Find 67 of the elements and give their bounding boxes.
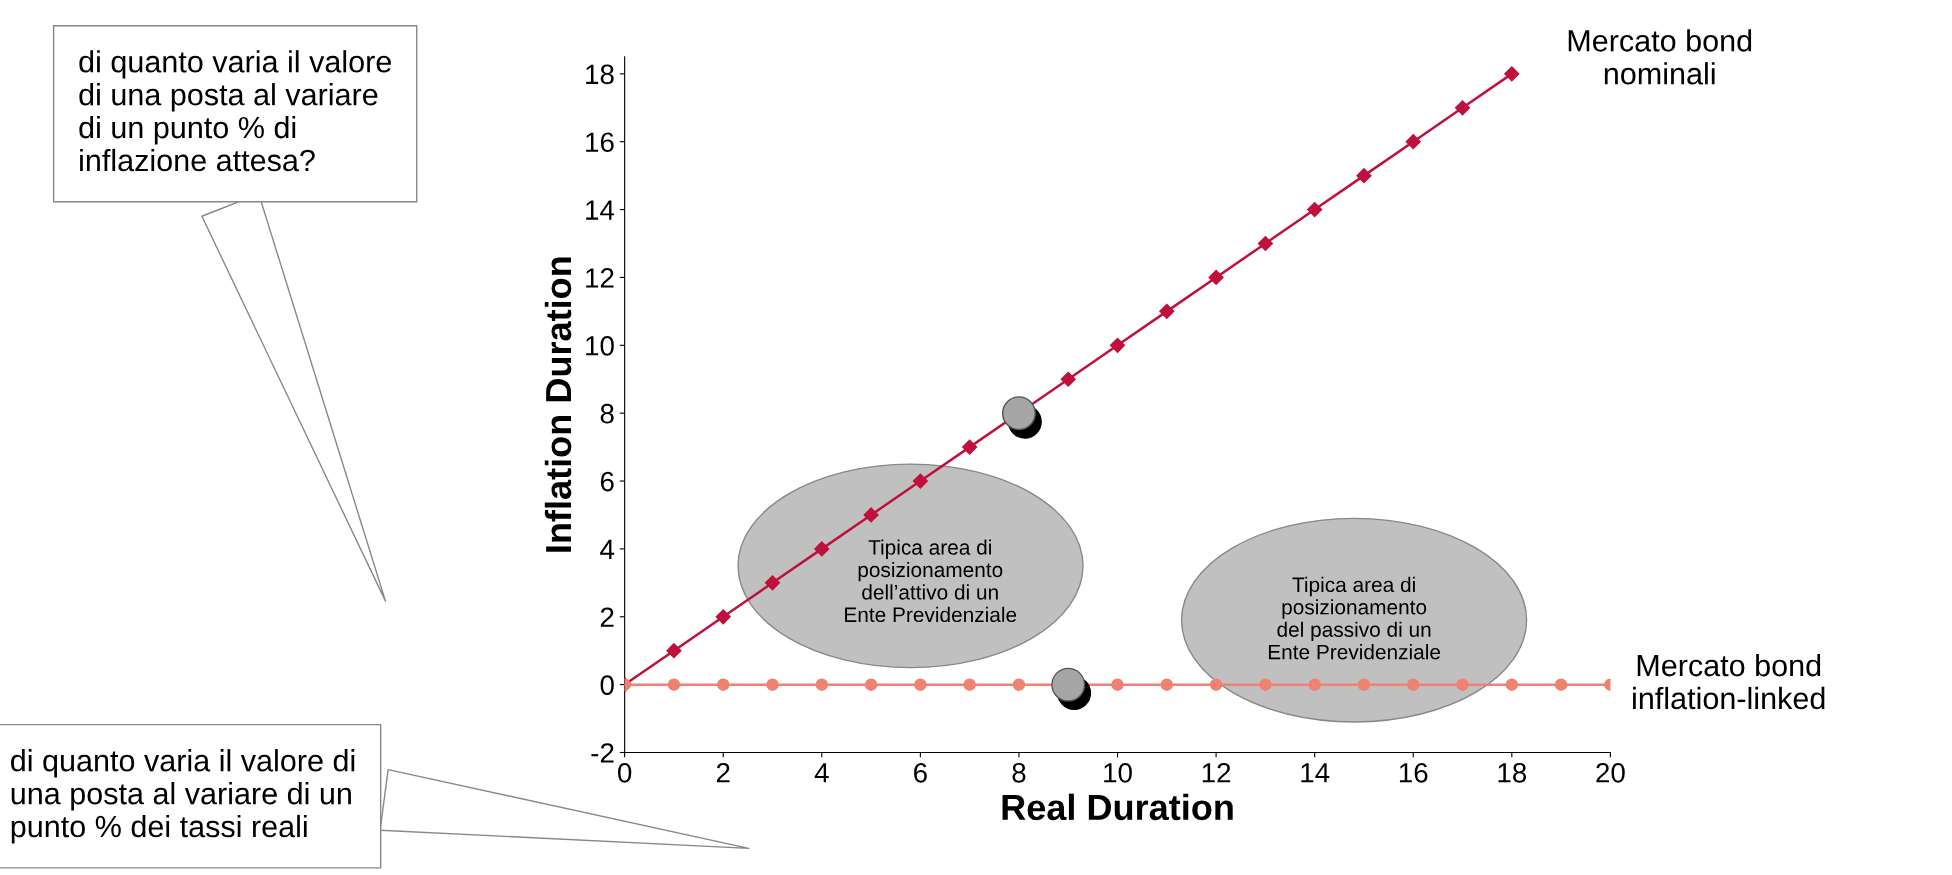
- point: [1308, 678, 1321, 691]
- series-label: Mercato bond nominali: [1568, 29, 1752, 85]
- point: [1159, 303, 1175, 319]
- point: [1109, 337, 1126, 353]
- point: [1160, 678, 1174, 691]
- y-tick-label: 12: [586, 268, 614, 288]
- y-tick-label: 8: [600, 403, 614, 424]
- point: [1454, 100, 1471, 116]
- x-tick-label: 10: [1104, 762, 1132, 783]
- y-tick-label: -2: [591, 743, 614, 763]
- point: [1405, 134, 1421, 150]
- y-tick-label: 4: [600, 539, 615, 559]
- point: [667, 678, 681, 691]
- y-tick-label: 10: [586, 335, 614, 356]
- point: [863, 507, 879, 523]
- point: [1505, 678, 1519, 691]
- point: [1307, 202, 1323, 218]
- series-label: Mercato bond inflation-linked: [1633, 653, 1825, 710]
- point: [1257, 235, 1273, 252]
- x-tick-label: 18: [1498, 762, 1527, 783]
- point: [1209, 678, 1223, 691]
- y-tick-label: 18: [586, 64, 614, 85]
- y-tick-label: 0: [600, 675, 614, 695]
- point: [715, 609, 731, 625]
- point: [1259, 678, 1272, 691]
- x-tick-label: 14: [1301, 763, 1330, 783]
- point: [1504, 66, 1520, 82]
- text: di quanto varia il valore di una posta al variare di un punto % dei tassi reali: [11, 749, 355, 844]
- point: [1060, 371, 1076, 387]
- point: [1456, 678, 1469, 691]
- y-axis-title: Inflation Duration: [544, 257, 572, 552]
- x-tick-label: 0: [618, 762, 632, 783]
- y-tick-label: 16: [586, 132, 614, 153]
- point: [666, 643, 682, 659]
- x-tick-label: 16: [1399, 762, 1428, 783]
- point: [1051, 667, 1086, 702]
- point: [766, 678, 779, 691]
- point: [1356, 168, 1372, 184]
- point: [1208, 269, 1224, 286]
- x-tick-label: 2: [716, 762, 730, 783]
- x-tick-label: 4: [814, 763, 829, 783]
- point: [864, 678, 878, 691]
- point: [814, 541, 830, 557]
- point: [1406, 678, 1420, 691]
- point: [1554, 678, 1568, 691]
- point: [912, 473, 928, 489]
- annotation: Tipica area di posizionamento dell’attivo di un Ente Previdenziale: [845, 539, 1017, 623]
- annotation: Tipica area di posizionamento del passivo di un Ente Previdenziale: [1268, 576, 1441, 660]
- point: [1012, 678, 1026, 691]
- point: [963, 678, 976, 691]
- point: [815, 678, 829, 691]
- point: [914, 678, 927, 691]
- point: [1001, 396, 1036, 431]
- point: [962, 439, 978, 455]
- y-tick-label: 14: [586, 200, 615, 220]
- y-tick-label: 6: [600, 471, 614, 492]
- text: di quanto varia il valore di una posta al variare di un punto % di inflazione attesa?: [79, 50, 391, 172]
- y-tick-label: 2: [600, 607, 614, 627]
- x-axis-title: Real Duration: [1002, 793, 1233, 821]
- point: [1357, 678, 1371, 691]
- point: [764, 575, 781, 591]
- x-tick-label: 6: [914, 762, 927, 783]
- x-tick-label: 20: [1596, 762, 1625, 783]
- x-tick-label: 8: [1012, 762, 1026, 783]
- x-tick-label: 12: [1202, 762, 1231, 783]
- point: [1111, 678, 1124, 691]
- point: [716, 678, 730, 691]
